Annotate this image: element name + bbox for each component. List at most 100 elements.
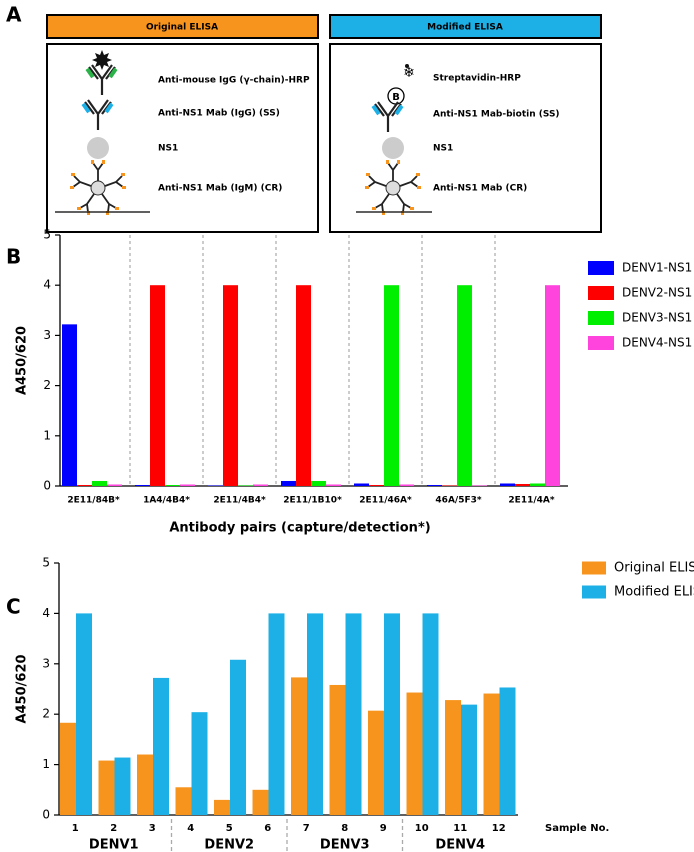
bar — [442, 485, 457, 486]
bar — [291, 677, 307, 815]
bar — [457, 285, 472, 486]
bar — [77, 484, 92, 486]
bar — [252, 789, 269, 815]
bar — [399, 484, 414, 486]
legend-label: DENV1-NS1 — [622, 261, 692, 275]
header-box — [329, 14, 602, 39]
bar — [62, 324, 77, 486]
x-tick-label: 12 — [492, 823, 506, 834]
icons: ❄ B — [55, 50, 432, 216]
x-tick-label: 6 — [264, 823, 271, 834]
y-tick-label: 1 — [43, 428, 51, 442]
x-tick-label: 46A/5F3* — [435, 496, 481, 506]
layer-label: Anti-mouse IgG (γ-chain)-HRP — [158, 76, 310, 86]
x-tick-label: 2E11/4A* — [508, 496, 554, 506]
bar — [175, 787, 192, 815]
header-title: Modified ELISA — [427, 23, 503, 33]
y-tick-label: 0 — [43, 479, 51, 493]
layer-label: Anti-NS1 Mab (IgG) (SS) — [158, 109, 280, 119]
bar — [191, 712, 208, 815]
bar — [530, 483, 545, 486]
y-axis-title: A450/620 — [15, 654, 30, 723]
bar — [311, 480, 326, 486]
legend-swatch — [588, 336, 614, 350]
y-axis-title: A450/620 — [15, 326, 30, 395]
bar — [137, 754, 153, 815]
layer-label: NS1 — [433, 144, 453, 154]
bar — [214, 799, 230, 815]
bar — [472, 485, 487, 486]
x-tick-label: 8 — [341, 823, 348, 834]
bar — [307, 613, 323, 815]
legend-swatch — [588, 311, 614, 325]
group-label: DENV1 — [89, 838, 139, 852]
panel-label: C — [6, 595, 21, 619]
bar — [114, 757, 131, 815]
y-tick-label: 0 — [42, 808, 50, 822]
bar — [107, 484, 122, 486]
bar — [165, 484, 180, 486]
legend-swatch — [588, 286, 614, 300]
x-tick-label: 3 — [149, 823, 156, 834]
panel-a: A Original ELISA Modified ELISA ❄ B Anti… — [6, 3, 602, 233]
panel-label: A — [6, 3, 22, 27]
bar — [499, 687, 516, 815]
x-tick-label: 5 — [226, 823, 233, 834]
y-tick-label: 5 — [42, 556, 50, 570]
bar — [515, 483, 530, 486]
bar — [135, 484, 150, 486]
y-tick-label: 3 — [42, 656, 50, 670]
header-box — [46, 14, 319, 39]
bar — [60, 722, 76, 815]
bar — [98, 760, 115, 815]
y-tick-label: 1 — [42, 757, 50, 771]
bar — [500, 483, 515, 486]
biotin-label: B — [392, 92, 400, 103]
bar — [369, 484, 384, 486]
panel-box — [329, 43, 602, 233]
bar — [208, 485, 223, 486]
bar — [422, 613, 439, 815]
y-tick-label: 4 — [42, 606, 50, 620]
x-tick-label: 4 — [187, 823, 194, 834]
x-tick-label: 7 — [303, 823, 310, 834]
x-tick-label: 10 — [415, 823, 429, 834]
legend-swatch — [582, 585, 606, 599]
bar — [445, 700, 461, 815]
x-axis-title: Antibody pairs (capture/detection*) — [169, 521, 430, 536]
bar — [281, 480, 296, 486]
group-label: DENV2 — [204, 838, 254, 852]
layer-label: Anti-NS1 Mab-biotin (SS) — [433, 110, 560, 120]
bar — [92, 480, 107, 486]
x-tick-label: 11 — [453, 823, 467, 834]
x-tick-label: 2E11/46A* — [359, 496, 412, 506]
bar — [326, 484, 341, 486]
legend-label: DENV2-NS1 — [622, 286, 692, 300]
bar — [76, 613, 92, 815]
x-tick-label: 2E11/84B* — [67, 496, 120, 506]
bar — [153, 677, 169, 815]
layer-label: Anti-NS1 Mab (CR) — [433, 184, 527, 194]
bar — [545, 285, 560, 486]
group-label: DENV3 — [320, 838, 370, 852]
layer-label: Streptavidin-HRP — [433, 74, 521, 84]
bar — [238, 485, 253, 486]
bar — [230, 659, 246, 815]
legend-label: Modified ELISA — [614, 585, 694, 600]
legend-swatch — [582, 561, 606, 575]
legend-label: DENV4-NS1 — [622, 336, 692, 350]
x-tick-label: 1A4/4B4* — [143, 496, 190, 506]
bar — [483, 693, 500, 815]
x-tick-label: 2 — [110, 823, 117, 834]
y-tick-label: 3 — [43, 328, 51, 342]
panel-label: B — [6, 245, 21, 269]
bar — [180, 484, 195, 486]
x-axis-title: Sample No. — [545, 823, 609, 834]
layer-label: Anti-NS1 Mab (IgM) (CR) — [158, 184, 282, 194]
bar — [427, 484, 442, 486]
y-tick-label: 2 — [42, 707, 50, 721]
bar — [150, 285, 165, 486]
x-tick-label: 9 — [380, 823, 387, 834]
svg-text:❄: ❄ — [403, 65, 415, 81]
